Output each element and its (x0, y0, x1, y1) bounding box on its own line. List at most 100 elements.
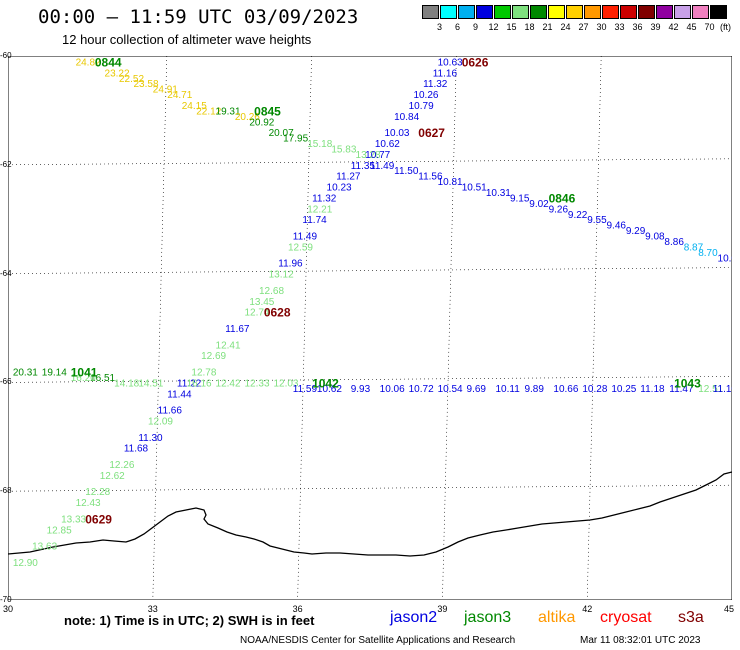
legend-label: 12 (488, 22, 499, 32)
track-1042: 11.59 10.62 9.93 10.06 10.72 10.54 9.69 10.11 9.… (293, 376, 724, 394)
swh-reading: 10.05 (718, 253, 732, 264)
legend-swatch (674, 5, 691, 19)
parallel-line (8, 484, 732, 492)
swh-reading: 10.79 (409, 101, 434, 112)
swh-reading: 11.49 (293, 232, 318, 243)
swh-reading: 12.03 (273, 378, 298, 389)
swh-reading: 12.26 (109, 460, 134, 471)
track-1043: 11.1011.3510.251043 (674, 376, 732, 394)
legend-label: 45 (686, 22, 697, 32)
swh-reading: 10.66 (553, 384, 578, 395)
map-title: 00:00 – 11:59 UTC 03/09/2023 (38, 6, 359, 28)
swh-reading: 11.47 (669, 384, 694, 395)
swh-reading: 10.26 (413, 90, 438, 101)
legend-label: 9 (472, 22, 478, 32)
legend-swatch (440, 5, 457, 19)
swh-reading: 12.59 (288, 242, 313, 253)
swh-reading: 9.55 (587, 215, 607, 226)
swh-reading: 16.20 (71, 373, 96, 384)
swh-reading: 10.77 (365, 150, 390, 161)
swh-reading: 15.18 (307, 139, 332, 150)
swh-reading: 9.93 (351, 384, 371, 395)
pass-time-label: 0846 (549, 191, 576, 205)
swh-reading: 12.90 (13, 558, 38, 569)
swh-reading: 11.68 (124, 444, 149, 455)
swh-reading: 11.56 (418, 172, 443, 183)
legend-swatch (692, 5, 709, 19)
swh-reading: 9.26 (549, 204, 569, 215)
pass-time-label: 1041 (71, 366, 98, 380)
swh-reading: 9.89 (524, 384, 544, 395)
swh-reading: 11.50 (394, 166, 419, 177)
lat-label: -68 (0, 486, 12, 496)
swh-reading: 11.49 (370, 161, 395, 172)
graticule (8, 56, 732, 600)
plot-frame (8, 56, 732, 600)
swh-reading: 10.81 (438, 177, 463, 188)
legend-label: 15 (506, 22, 517, 32)
credit-line: NOAA/NESDIS Center for Satellite Applica… (240, 635, 516, 646)
swh-reading: 14.18 (114, 378, 139, 389)
swh-reading: 22.12 (196, 106, 221, 117)
meridian-line (586, 56, 602, 600)
legend-swatch (710, 5, 727, 19)
swh-reading: 9.02 (529, 199, 549, 210)
lat-label: -66 (0, 377, 12, 387)
legend-swatch (602, 5, 619, 19)
swh-reading: 12.09 (148, 416, 173, 427)
swh-reading: 14.51 (138, 378, 163, 389)
swh-reading: 11.16 (433, 68, 458, 79)
legend-swatch (512, 5, 529, 19)
pass-time-label: 0844 (95, 56, 122, 69)
legend-swatch (458, 5, 475, 19)
swh-reading: 23.22 (105, 68, 130, 79)
swh-reading: 19.31 (216, 106, 241, 117)
satellite-s3a: s3a (678, 609, 704, 626)
swh-reading: 10.84 (394, 112, 419, 123)
legend-swatch (422, 5, 439, 19)
lat-label: -60 (0, 51, 12, 60)
credit-date: Mar 11 08:32:01 UTC 2023 (580, 635, 701, 646)
swh-reading: 9.29 (626, 226, 646, 237)
legend-label: 36 (632, 22, 643, 32)
legend-label: 42 (668, 22, 679, 32)
swh-reading: 9.15 (510, 193, 530, 204)
swh-reading: 13.63 (32, 542, 57, 553)
coastline (8, 471, 732, 557)
swh-reading: 8.86 (664, 237, 684, 248)
swh-reading: 9.22 (568, 210, 588, 221)
swh-reading: 20.07 (269, 128, 294, 139)
swh-reading: 12.28 (85, 487, 110, 498)
swh-reading: 12.85 (47, 525, 72, 536)
legend-swatch (638, 5, 655, 19)
swh-reading: 9.69 (467, 384, 487, 395)
swh-reading: 11.27 (336, 172, 361, 183)
antarctic-coastline (8, 471, 732, 557)
legend-swatch (530, 5, 547, 19)
legend-label: 70 (704, 22, 715, 32)
legend-swatch (548, 5, 565, 19)
swh-reading: 10.03 (384, 128, 409, 139)
swh-reading: 11.74 (302, 215, 327, 226)
swh-reading: 13.28 (356, 150, 381, 161)
swh-reading: 11.22 (177, 378, 202, 389)
legend-label: 6 (454, 22, 460, 32)
meridian-line (297, 56, 312, 600)
swh-reading: 11.44 (167, 389, 192, 400)
swh-reading: 16.16 (187, 378, 212, 389)
lon-label: 36 (292, 604, 303, 614)
swh-reading: 10.11 (495, 384, 520, 395)
legend-label: 3 (436, 22, 442, 32)
swh-reading: 12.33 (245, 378, 270, 389)
swh-reading: 11.32 (312, 193, 337, 204)
swh-reading: 11.67 (225, 324, 250, 335)
swh-reading: 11.66 (158, 406, 183, 417)
legend-label: 21 (542, 22, 553, 32)
parallel-line (8, 158, 732, 166)
swh-reading: 10.62 (375, 139, 400, 150)
swh-reading: 12.21 (307, 204, 332, 215)
legend-swatch (566, 5, 583, 19)
